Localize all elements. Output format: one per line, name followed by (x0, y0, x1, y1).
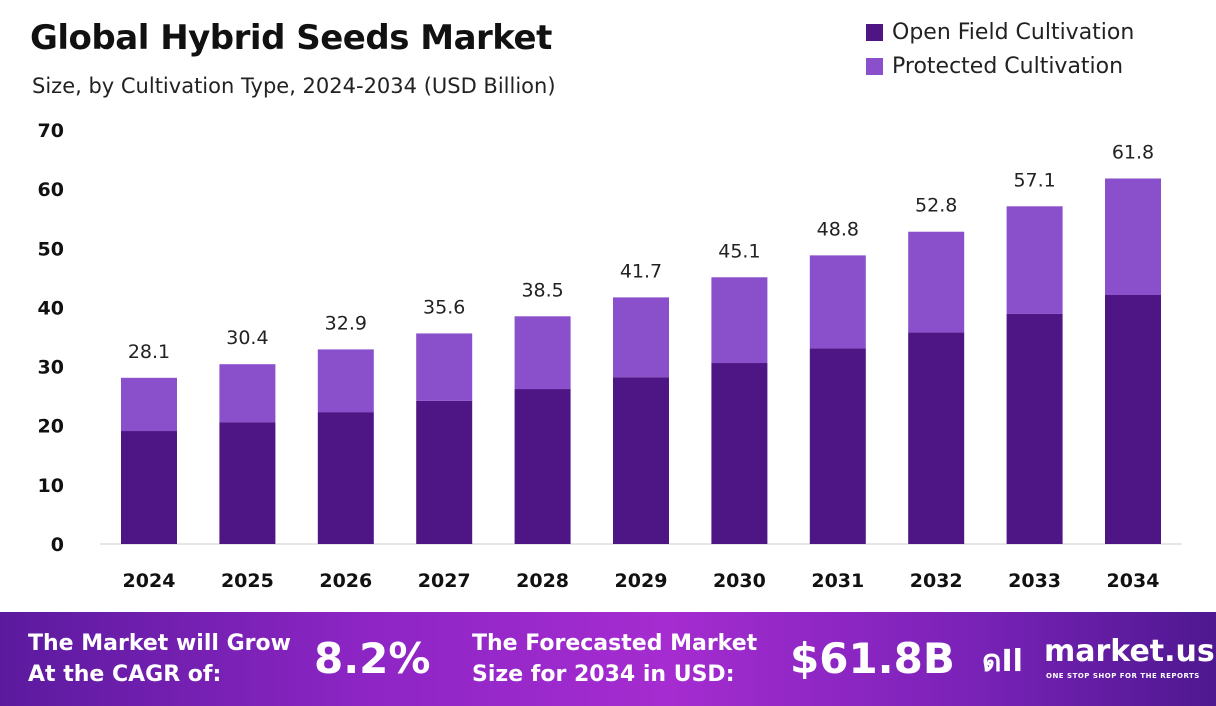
total-label-2031: 48.8 (817, 218, 859, 240)
total-label-2027: 35.6 (423, 296, 465, 318)
bar-open-field-2029 (613, 377, 669, 544)
bar-protected-2024 (121, 377, 177, 432)
bar-open-field-2032 (908, 332, 965, 544)
bar-protected-2033 (1006, 206, 1063, 314)
total-label-2024: 28.1 (128, 341, 170, 363)
x-tick-label: 2030 (713, 570, 766, 592)
x-tick-label: 2025 (221, 570, 274, 592)
bar-open-field-2028 (514, 389, 571, 544)
legend-item-protected: Protected Cultivation (866, 54, 1123, 79)
forecast-label: The Forecasted Market Size for 2034 in U… (472, 628, 757, 690)
x-tick-label: 2031 (811, 570, 864, 592)
legend-label: Protected Cultivation (892, 54, 1124, 79)
legend-swatch-protected (866, 58, 883, 75)
y-tick-label: 60 (38, 179, 64, 201)
bar-protected-2029 (613, 297, 669, 378)
y-tick-label: 30 (38, 357, 64, 379)
x-tick-label: 2027 (418, 570, 471, 592)
bar-open-field-2027 (416, 400, 473, 544)
x-tick-label: 2029 (615, 570, 668, 592)
total-label-2030: 45.1 (718, 240, 760, 262)
x-tick-label: 2034 (1107, 570, 1160, 592)
x-tick-label: 2032 (910, 570, 963, 592)
x-tick-label: 2024 (123, 570, 176, 592)
y-tick-label: 50 (38, 238, 64, 260)
bar-protected-2026 (317, 349, 374, 413)
bar-open-field-2026 (317, 412, 374, 544)
x-tick-label: 2028 (516, 570, 569, 592)
chart-subtitle: Size, by Cultivation Type, 2024-2034 (US… (32, 74, 556, 98)
x-tick-label: 2033 (1008, 570, 1061, 592)
legend-label: Open Field Cultivation (892, 20, 1135, 45)
legend-swatch-open-field (866, 24, 883, 41)
total-label-2028: 38.5 (521, 279, 563, 301)
total-label-2026: 32.9 (325, 312, 367, 334)
bar-protected-2032 (908, 231, 965, 333)
cagr-label: The Market will Grow At the CAGR of: (28, 628, 291, 690)
legend-item-open-field: Open Field Cultivation (866, 20, 1134, 45)
brand-name: market.us (1044, 634, 1215, 669)
bar-protected-2034 (1105, 178, 1161, 296)
bar-open-field-2025 (219, 422, 276, 544)
bar-open-field-2030 (711, 363, 768, 544)
chart-title: Global Hybrid Seeds Market (30, 18, 552, 58)
y-tick-label: 10 (38, 475, 64, 497)
bar-open-field-2024 (121, 431, 177, 544)
y-tick-label: 70 (38, 120, 64, 142)
y-tick-label: 0 (51, 534, 64, 556)
cagr-label-line1: The Market will Grow (28, 631, 291, 656)
bar-protected-2027 (416, 333, 473, 401)
total-label-2029: 41.7 (620, 260, 662, 282)
y-tick-label: 20 (38, 416, 64, 438)
bar-open-field-2034 (1105, 295, 1161, 544)
total-label-2025: 30.4 (226, 327, 268, 349)
cagr-label-line2: At the CAGR of: (28, 662, 222, 687)
cagr-value: 8.2% (314, 634, 431, 683)
total-label-2033: 57.1 (1013, 169, 1055, 191)
forecast-label-line1: The Forecasted Market (472, 631, 758, 656)
forecast-label-line2: Size for 2034 in USD: (472, 662, 735, 687)
bar-protected-2031 (809, 255, 866, 349)
bar-protected-2028 (514, 316, 571, 390)
bar-open-field-2033 (1006, 313, 1063, 544)
bar-chart: 01020304050607028.1202430.4202532.920263… (38, 120, 1182, 592)
total-label-2034: 61.8 (1112, 141, 1154, 163)
forecast-value: $61.8B (790, 634, 955, 683)
brand-tagline: ONE STOP SHOP FOR THE REPORTS (1046, 672, 1200, 680)
total-label-2032: 52.8 (915, 195, 957, 217)
bar-protected-2025 (219, 364, 276, 423)
bar-open-field-2031 (809, 348, 866, 544)
y-tick-label: 40 (38, 297, 64, 319)
footer-banner: The Market will Grow At the CAGR of: 8.2… (0, 612, 1216, 706)
x-tick-label: 2026 (319, 570, 372, 592)
market-us-logo-icon: ดIl (982, 644, 1023, 679)
bar-protected-2030 (711, 277, 768, 364)
